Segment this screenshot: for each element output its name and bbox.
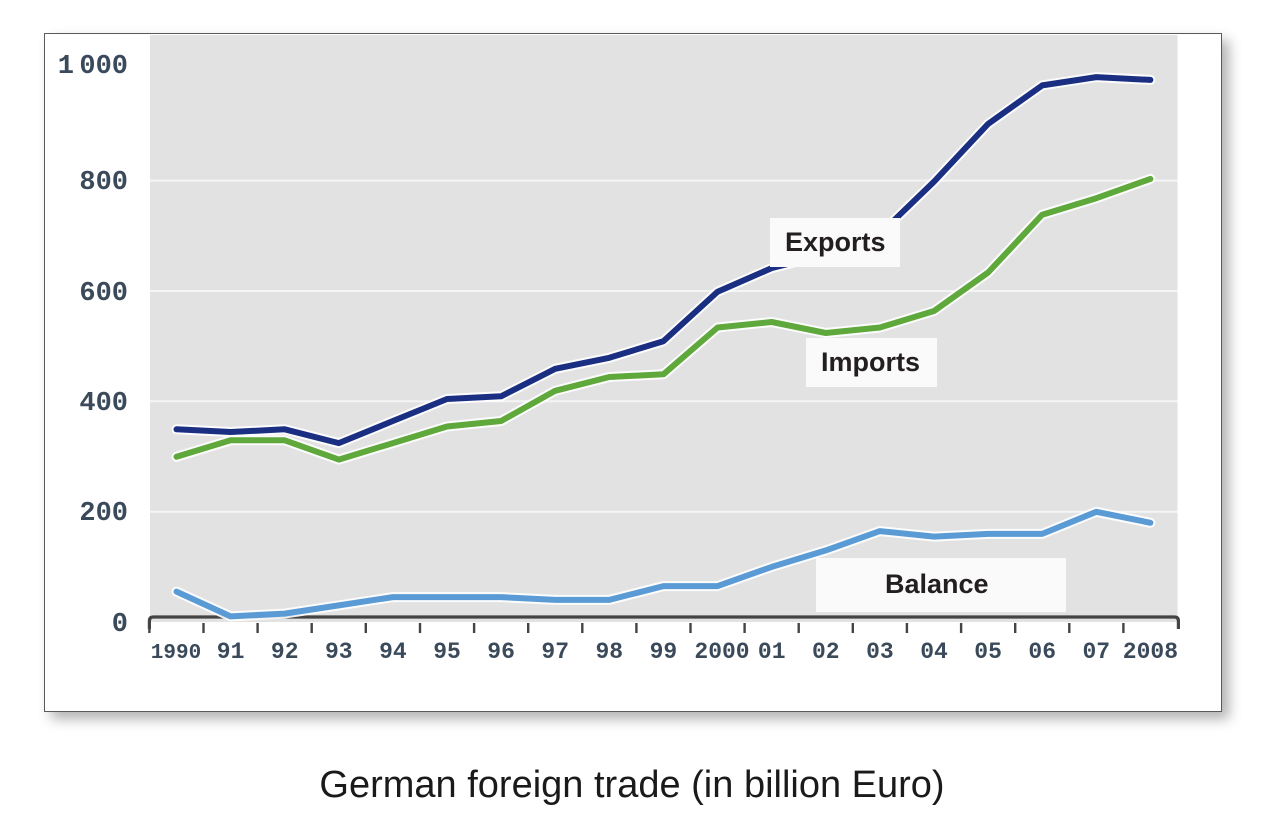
svg-text:03: 03 [866, 639, 894, 665]
svg-text:400: 400 [79, 389, 128, 419]
svg-text:99: 99 [650, 639, 678, 665]
svg-text:1990: 1990 [151, 642, 201, 665]
svg-text:German foreign trade (in billi: German foreign trade (in billion Euro) [319, 764, 944, 806]
svg-text:93: 93 [325, 639, 353, 665]
svg-text:600: 600 [79, 279, 128, 309]
svg-text:04: 04 [920, 639, 948, 665]
svg-text:Imports: Imports [821, 347, 920, 377]
svg-text:97: 97 [541, 639, 569, 665]
svg-text:02: 02 [812, 639, 840, 665]
svg-text:07: 07 [1082, 639, 1110, 665]
svg-text:Balance: Balance [885, 569, 989, 599]
svg-text:95: 95 [433, 639, 461, 665]
svg-text:98: 98 [595, 639, 623, 665]
svg-text:Exports: Exports [785, 227, 886, 257]
svg-text:94: 94 [379, 639, 407, 665]
svg-text:2000: 2000 [694, 639, 749, 665]
svg-text:01: 01 [758, 639, 786, 665]
svg-text:06: 06 [1028, 639, 1056, 665]
svg-text:96: 96 [487, 639, 515, 665]
svg-text:2008: 2008 [1123, 639, 1178, 665]
svg-text:05: 05 [974, 639, 1002, 665]
svg-text:200: 200 [79, 499, 128, 529]
svg-text:92: 92 [271, 639, 299, 665]
svg-text:0: 0 [112, 610, 128, 640]
svg-text:800: 800 [79, 168, 128, 198]
svg-text:91: 91 [217, 639, 245, 665]
svg-text:1 000: 1 000 [58, 52, 128, 82]
